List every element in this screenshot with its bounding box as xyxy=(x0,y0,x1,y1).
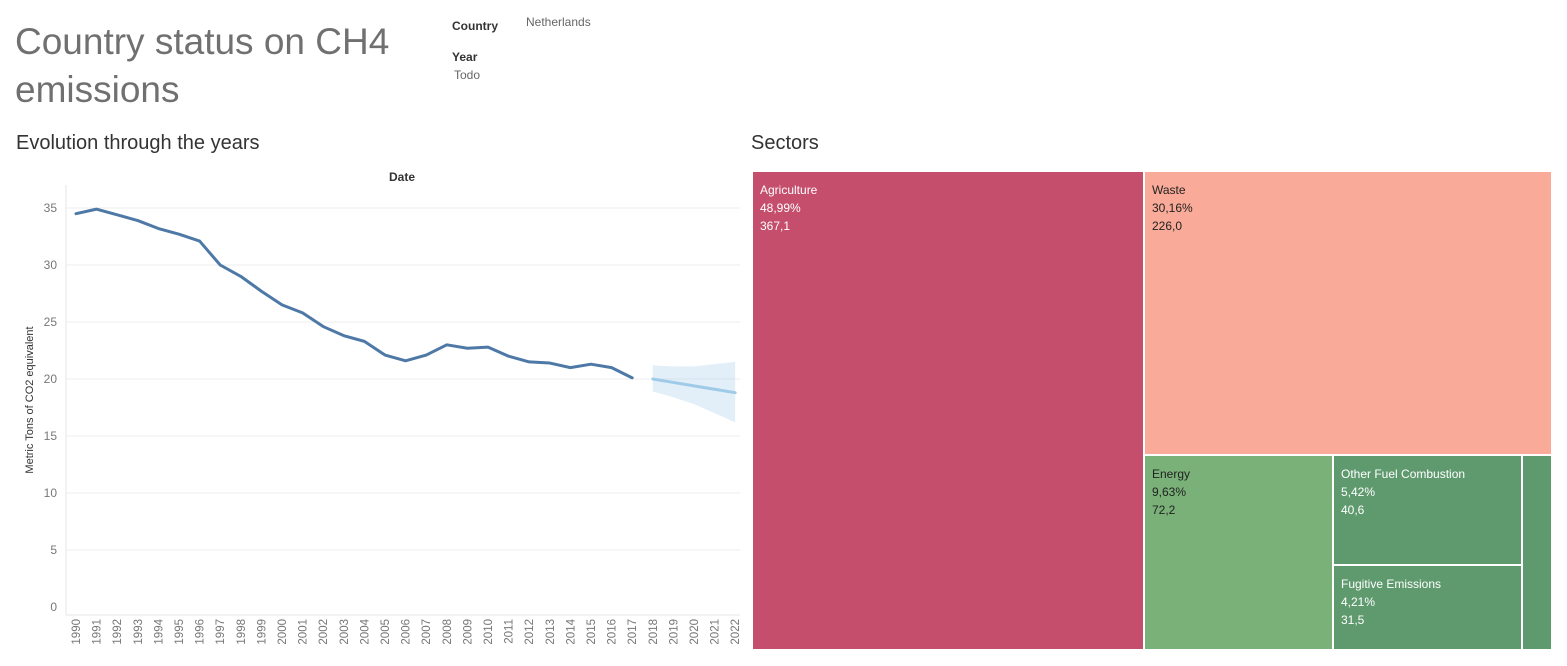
y-tick-label: 35 xyxy=(44,201,58,215)
x-tick-label: 2003 xyxy=(339,619,351,645)
treemap-cell-agriculture[interactable]: Agriculture 48,99% 367,1 xyxy=(752,171,1144,650)
treemap-cell-value: 40,6 xyxy=(1341,503,1365,517)
x-tick-label: 2007 xyxy=(421,619,433,645)
y-tick-label: 0 xyxy=(50,600,57,614)
x-tick-label: 1997 xyxy=(215,619,227,645)
year-filter-value[interactable]: Todo xyxy=(454,68,481,82)
x-tick-label: 2011 xyxy=(504,619,516,644)
x-tick-label: 2013 xyxy=(545,619,557,645)
treemap-cell-name: Agriculture xyxy=(760,183,818,197)
x-axis-label: Date xyxy=(389,170,415,184)
treemap-cell-percent: 48,99% xyxy=(760,201,801,215)
x-tick-label: 1995 xyxy=(174,619,186,645)
treemap-cell-value: 31,5 xyxy=(1341,613,1365,627)
y-tick-label: 10 xyxy=(44,486,58,500)
treemap-cell-name: Waste xyxy=(1152,183,1186,197)
treemap: Agriculture 48,99% 367,1 Waste 30,16% 226,0 En… xyxy=(752,171,1552,650)
x-tick-label: 2009 xyxy=(462,619,474,645)
treemap-cell-other-fuel-combustion[interactable]: Other Fuel Combustion 5,42% 40,6 xyxy=(1333,455,1522,565)
treemap-cell-value: 72,2 xyxy=(1152,503,1176,517)
treemap-cell-percent: 4,21% xyxy=(1341,595,1376,609)
treemap-cell-labels: Fugitive Emissions 4,21% 31,5 xyxy=(1341,575,1441,629)
line-chart: 0 5 10 15 20 25 30 35 Date Metric Tons of CO2 equ… xyxy=(24,170,742,645)
x-tick-label: 1993 xyxy=(133,619,145,645)
y-tick-label: 15 xyxy=(44,429,58,443)
x-tick-label: 2014 xyxy=(565,618,577,644)
x-tick-label: 2022 xyxy=(730,619,742,645)
line-chart-title: Evolution through the years xyxy=(16,132,260,154)
x-tick-label: 2008 xyxy=(442,619,454,645)
treemap-cell-percent: 5,42% xyxy=(1341,485,1376,499)
x-tick-label: 2004 xyxy=(359,618,371,644)
y-tick-label: 30 xyxy=(44,258,58,272)
x-tick-label: 1991 xyxy=(92,619,104,645)
country-filter-value[interactable]: Netherlands xyxy=(526,15,591,29)
treemap-cell-labels: Other Fuel Combustion 5,42% 40,6 xyxy=(1341,465,1465,519)
x-tick-label: 2019 xyxy=(668,619,680,645)
y-axis-label: Metric Tons of CO2 equivalent xyxy=(24,326,36,473)
x-tick-label: 2010 xyxy=(483,619,495,645)
emissions-line xyxy=(74,207,634,380)
treemap-cell-percent: 30,16% xyxy=(1152,201,1193,215)
treemap-cell-value: 226,0 xyxy=(1152,219,1183,233)
x-tick-label: 1999 xyxy=(256,619,268,645)
forecast-band xyxy=(652,361,736,423)
x-tick-label: 1994 xyxy=(153,618,165,644)
x-tick-label: 2018 xyxy=(648,619,660,645)
treemap-cell-labels: Waste 30,16% 226,0 xyxy=(1152,181,1193,235)
treemap-cell-fugitive-emissions[interactable]: Fugitive Emissions 4,21% 31,5 xyxy=(1333,565,1522,650)
x-tick-label: 1990 xyxy=(71,619,83,645)
treemap-cell-name: Fugitive Emissions xyxy=(1341,577,1442,591)
treemap-cell-name: Energy xyxy=(1152,467,1191,481)
x-tick-label: 1996 xyxy=(195,619,207,645)
x-tick-label: 2017 xyxy=(627,619,639,645)
x-tick-label: 2001 xyxy=(298,619,310,645)
treemap-cell-energy[interactable]: Energy 9,63% 72,2 xyxy=(1144,455,1333,650)
x-tick-label: 2021 xyxy=(710,619,722,645)
treemap-cell-value: 367,1 xyxy=(760,219,791,233)
x-tick-label: 1998 xyxy=(236,619,248,645)
y-tick-label: 25 xyxy=(44,315,58,329)
treemap-cell-percent: 9,63% xyxy=(1152,485,1187,499)
treemap-title: Sectors xyxy=(751,132,819,154)
y-tick-label: 20 xyxy=(44,372,58,386)
treemap-cell-name: Other Fuel Combustion xyxy=(1341,467,1466,481)
forecast-line xyxy=(651,377,737,395)
x-tick-label: 2016 xyxy=(607,619,619,645)
x-tick-label: 2015 xyxy=(586,619,598,645)
treemap-cell-labels: Energy 9,63% 72,2 xyxy=(1152,465,1190,519)
dashboard-title: Country status on CH4 emissions xyxy=(15,21,390,110)
year-filter-label: Year xyxy=(452,50,478,64)
x-tick-label: 2012 xyxy=(524,619,536,645)
x-tick-label: 2000 xyxy=(277,619,289,645)
treemap-cell-remaining[interactable] xyxy=(1522,455,1552,650)
x-tick-label: 2020 xyxy=(689,619,701,645)
x-tick-label: 2005 xyxy=(380,619,392,645)
x-tick-label: 1992 xyxy=(112,619,124,645)
x-tick-label: 2006 xyxy=(401,619,413,645)
treemap-cell-labels: Agriculture 48,99% 367,1 xyxy=(760,181,817,235)
y-tick-label: 5 xyxy=(50,543,57,557)
x-tick-label: 2002 xyxy=(318,619,330,645)
country-filter-label: Country xyxy=(452,19,498,33)
treemap-cell-waste[interactable]: Waste 30,16% 226,0 xyxy=(1144,171,1552,455)
